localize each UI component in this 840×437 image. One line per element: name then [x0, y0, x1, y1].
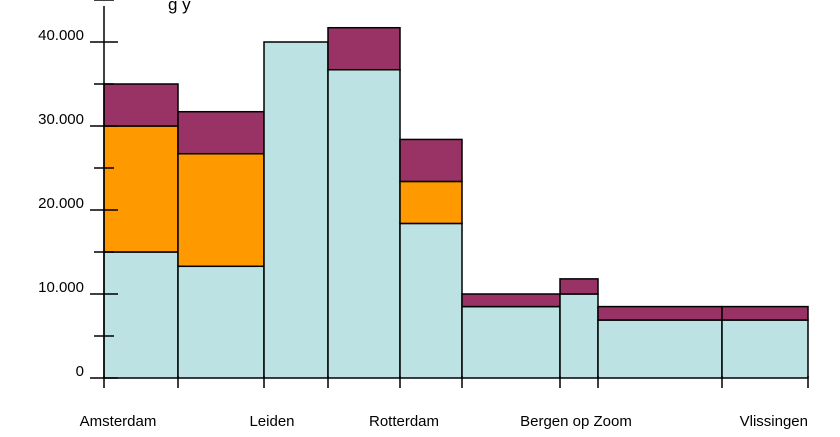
y-tick-label-40000: 40.000 — [38, 27, 84, 44]
chart-title: g y — [168, 0, 191, 14]
x-tick-label-vlissingen: Vlissingen — [740, 413, 808, 430]
bar-2-middle-segment — [177, 152, 265, 268]
bar-1-top-segment — [103, 83, 179, 127]
bar-5-top-segment — [399, 138, 463, 183]
bar-5-base-segment — [399, 222, 463, 379]
y-tick-label-10000: 10.000 — [38, 279, 84, 296]
bar-5-middle-segment — [399, 180, 463, 225]
y-tick-label-20000: 20.000 — [38, 195, 84, 212]
y-tick-label-30000: 30.000 — [38, 111, 84, 128]
x-tick-labels: Amsterdam Leiden Rotterdam Bergen op Zoom Vl… — [80, 413, 808, 430]
x-tick-label-leiden: Leiden — [249, 413, 294, 430]
bar-2-top-segment — [177, 110, 265, 155]
bar-8-base-segment — [597, 319, 723, 379]
bar-6-base-segment — [461, 305, 561, 379]
x-tick-label-amsterdam: Amsterdam — [80, 413, 157, 430]
bar-9-top-segment — [721, 305, 809, 321]
x-tick-label-rotterdam: Rotterdam — [369, 413, 439, 430]
bar-2-base-segment — [177, 265, 265, 379]
y-axis — [90, 0, 118, 379]
bar-4-top-segment — [327, 26, 401, 71]
bar-4-base-segment — [327, 68, 401, 379]
bar-3-base-segment — [263, 41, 329, 379]
y-tick-label-0: 0 — [76, 363, 84, 380]
bar-9-base-segment — [721, 319, 809, 379]
y-tick-labels: 0 10.000 20.000 30.000 40.000 — [38, 27, 84, 380]
bar-6-top-segment — [461, 293, 561, 308]
bar-7-base-segment — [559, 293, 599, 379]
bars-group — [103, 26, 809, 379]
bar-7-top-segment — [559, 278, 599, 295]
x-tick-label-bergen-op-zoom: Bergen op Zoom — [520, 413, 632, 430]
bar-8-top-segment — [597, 305, 723, 321]
bar-1-base-segment — [103, 251, 179, 379]
x-axis — [103, 376, 809, 388]
bar-1-middle-segment — [103, 125, 179, 253]
